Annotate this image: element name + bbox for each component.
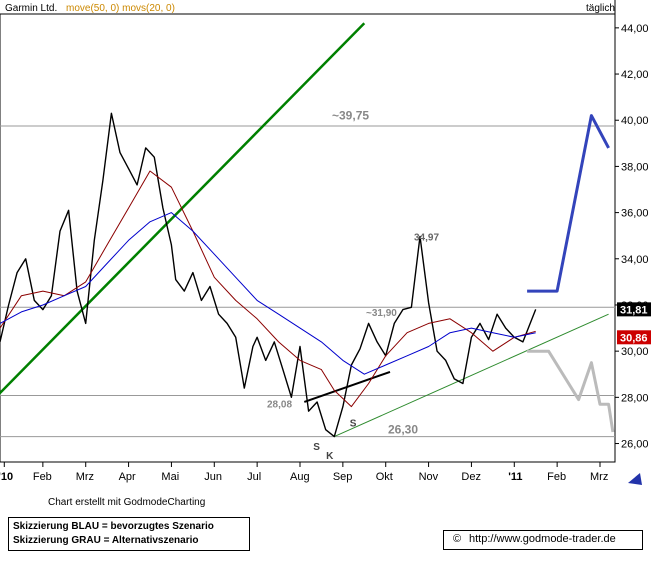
source-url[interactable]: http://www.godmode-trader.de: [469, 533, 616, 545]
scroll-arrow-icon: [628, 473, 642, 485]
level-label: ~39,75: [332, 109, 369, 123]
x-tick-label: Feb: [547, 471, 566, 483]
x-tick-label: Mrz: [76, 471, 94, 483]
legend-gray-scenario: Skizzierung GRAU = Alternativszenario: [13, 535, 199, 546]
scenario-gray-path: [527, 349, 615, 433]
instrument-title: Garmin Ltd.: [5, 3, 58, 14]
series-price: [0, 112, 537, 438]
y-tick-label: 38,00: [621, 161, 649, 173]
y-tick-label: 40,00: [621, 115, 649, 127]
sma-value-badge: [617, 330, 651, 345]
copyright-icon: ©: [453, 533, 462, 545]
annotation-label: K: [326, 451, 334, 462]
x-tick-label: Nov: [419, 471, 439, 483]
x-tick-label: Jun: [204, 471, 222, 483]
x-tick-label: Dez: [461, 471, 481, 483]
y-tick-label: 28,00: [621, 392, 649, 404]
annotation-label: S: [350, 419, 357, 430]
y-tick-label: 34,00: [621, 254, 649, 266]
level-label: 26,30: [388, 423, 418, 437]
x-tick-label: Jul: [247, 471, 261, 483]
trendline-long_trend: [0, 22, 366, 395]
y-tick-label: 36,00: [621, 208, 649, 220]
scenario-legend: Skizzierung BLAU = bevorzugtes Szenario …: [8, 517, 250, 551]
y-tick-label: 44,00: [621, 23, 649, 35]
y-tick-label: 26,00: [621, 439, 649, 451]
annotation-label: S: [313, 442, 320, 453]
x-tick-label: Okt: [376, 471, 393, 483]
last-price-badge: [617, 302, 651, 317]
x-tick-label: Mrz: [590, 471, 608, 483]
y-tick-label: 42,00: [621, 69, 649, 81]
x-tick-label: Sep: [333, 471, 353, 483]
y-tick-label: 30,00: [621, 346, 649, 358]
legend-blue-scenario: Skizzierung BLAU = bevorzugtes Szenario: [13, 521, 214, 532]
chart-credit: Chart erstellt mit GodmodeCharting: [48, 497, 206, 508]
x-tick-label: Apr: [119, 471, 136, 483]
scenario-blue-path: [527, 114, 610, 293]
x-tick-label: Mai: [161, 471, 179, 483]
level-label: 28,08: [267, 400, 292, 411]
source-link[interactable]: © http://www.godmode-trader.de: [443, 530, 643, 550]
x-tick-label: Feb: [33, 471, 52, 483]
sma-value-label: 30,86: [620, 332, 648, 344]
trendline-support_trend: [334, 313, 609, 438]
series-sma20: [0, 170, 536, 408]
annotation-label: 34,97: [414, 232, 439, 243]
interval-label: täglich: [586, 3, 615, 14]
last-price-label: 31,81: [620, 304, 648, 316]
indicator-legend: move(50, 0) movs(20, 0): [66, 3, 175, 14]
x-tick-label: '11: [508, 471, 522, 483]
x-tick-label: Aug: [290, 471, 310, 483]
series-sma50: [0, 212, 536, 375]
level-label: ~31,90: [366, 308, 397, 319]
x-tick-label: '10: [0, 471, 13, 483]
